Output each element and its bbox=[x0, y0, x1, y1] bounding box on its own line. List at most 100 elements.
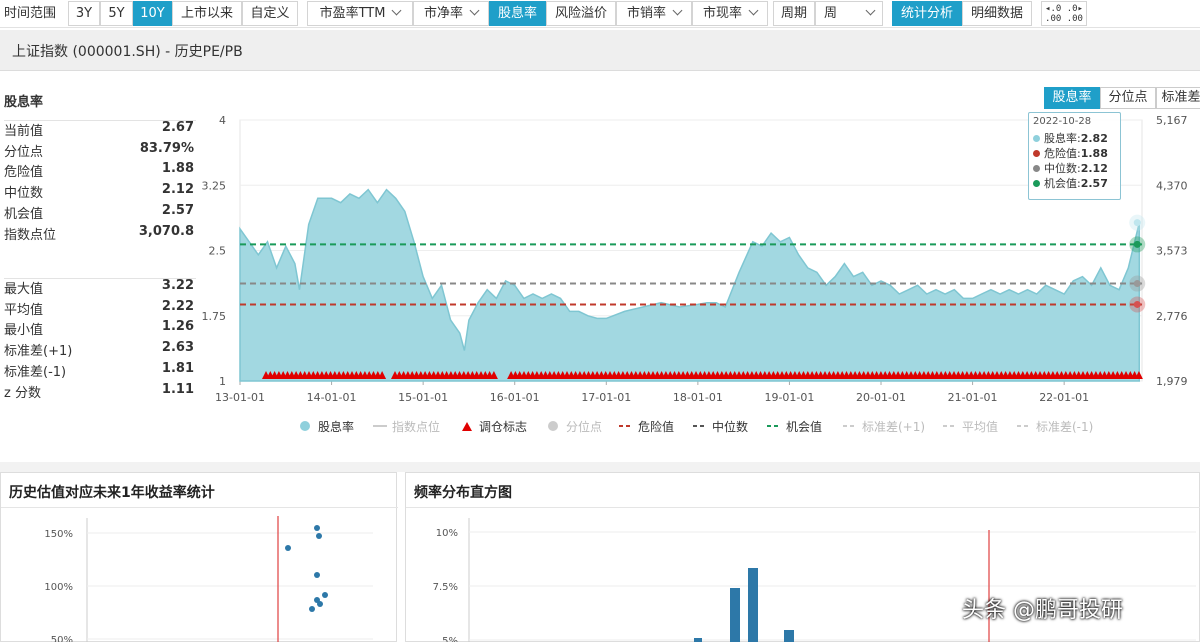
legend-label: 标准差(-1) bbox=[1036, 420, 1094, 434]
period-label: 周期 bbox=[773, 1, 815, 26]
y-right-tick-label: 1,979 bbox=[1156, 375, 1188, 388]
chart-tab-percentile[interactable]: 分位点 bbox=[1100, 87, 1156, 109]
legend-label: 标准差(+1) bbox=[862, 420, 926, 434]
tooltip-value: 2.82 bbox=[1080, 132, 1108, 145]
stat-value: 1.81 bbox=[161, 360, 194, 376]
stat-row: 平均值 2.22 bbox=[4, 299, 196, 319]
series-end-dot bbox=[1133, 219, 1141, 227]
legend-label: 指数点位 bbox=[392, 420, 441, 434]
scatter-point bbox=[285, 545, 291, 551]
stat-label: 平均值 bbox=[4, 302, 44, 318]
watermark-text: 头条 @鹏哥投研 bbox=[962, 598, 1123, 623]
tooltip-value: 2.12 bbox=[1080, 162, 1108, 175]
legend-symbol-icon bbox=[843, 425, 857, 427]
x-tick-label: 22-01-01 bbox=[1039, 391, 1089, 404]
stat-row: 当前值 2.67 bbox=[4, 120, 196, 140]
metric-pe-ttm-dropdown[interactable]: 市盈率TTM bbox=[307, 1, 413, 26]
stat-value: 1.88 bbox=[161, 161, 194, 177]
forward-return-title: 历史估值对应未来1年收益率统计 bbox=[9, 485, 215, 501]
legend-symbol-icon bbox=[1017, 425, 1031, 427]
legend-label: 危险值 bbox=[638, 420, 675, 434]
legend-item[interactable]: 机会值 bbox=[766, 417, 822, 437]
stat-row: 最小值 1.26 bbox=[4, 319, 196, 339]
divider bbox=[4, 278, 196, 279]
legend-symbol-icon bbox=[373, 425, 387, 427]
y-tick-label: 100% bbox=[44, 582, 73, 593]
metric-pcf-label: 市现率 bbox=[702, 6, 742, 21]
legend-item[interactable]: 分位点 bbox=[546, 417, 602, 437]
chart-tab-stddev[interactable]: 标准差 bbox=[1156, 87, 1200, 109]
period-value: 周 bbox=[824, 6, 838, 21]
legend-item[interactable]: 标准差(+1) bbox=[842, 417, 925, 437]
metric-pcf-dropdown[interactable]: 市现率 bbox=[692, 1, 768, 26]
x-tick-label: 20-01-01 bbox=[856, 391, 906, 404]
y-tick-label: 5% bbox=[442, 636, 458, 642]
range-3y-button[interactable]: 3Y bbox=[68, 1, 100, 26]
range-since-listing-button[interactable]: 上市以来 bbox=[172, 1, 242, 26]
legend-symbol-icon bbox=[300, 421, 310, 431]
stat-row: z 分数 1.11 bbox=[4, 382, 196, 402]
metric-dividend-yield-button[interactable]: 股息率 bbox=[489, 1, 546, 26]
x-tick-label: 15-01-01 bbox=[398, 391, 448, 404]
stat-label: 机会值 bbox=[4, 206, 44, 222]
metric-risk-premium-button[interactable]: 风险溢价 bbox=[546, 1, 616, 26]
legend-item[interactable]: 指数点位 bbox=[372, 417, 440, 437]
legend-symbol-icon bbox=[619, 425, 633, 427]
metric-pb-dropdown[interactable]: 市净率 bbox=[413, 1, 489, 26]
tooltip-date: 2022-10-28 bbox=[1033, 116, 1092, 127]
legend-label: 中位数 bbox=[712, 420, 749, 434]
legend-item[interactable]: 股息率 bbox=[298, 417, 354, 437]
stat-label: z 分数 bbox=[4, 385, 41, 401]
legend-dot bbox=[300, 421, 310, 431]
scatter-point bbox=[314, 525, 320, 531]
decimal-toggle-icon[interactable]: ◂.0 .0▸ .00 .00 bbox=[1041, 1, 1087, 26]
tooltip-key: 危险值: bbox=[1044, 147, 1081, 160]
stat-value: 2.67 bbox=[161, 120, 194, 135]
legend-item[interactable]: 平均值 bbox=[942, 417, 998, 437]
detail-data-button[interactable]: 明细数据 bbox=[962, 1, 1032, 26]
series-end-dot bbox=[1133, 300, 1141, 308]
chevron-down-icon bbox=[672, 5, 683, 16]
series-end-dot bbox=[1133, 280, 1141, 288]
range-10y-button[interactable]: 10Y bbox=[133, 1, 172, 26]
divider bbox=[406, 507, 1200, 508]
legend-item[interactable]: 危险值 bbox=[618, 417, 674, 437]
scatter-point bbox=[317, 601, 323, 607]
period-select[interactable]: 周 bbox=[815, 1, 883, 26]
tooltip-key: 机会值: bbox=[1044, 177, 1081, 190]
tooltip-key: 中位数: bbox=[1044, 162, 1081, 175]
page-title-bar: 上证指数 (000001.SH) - 历史PE/PB bbox=[0, 30, 1200, 71]
series-dot-icon bbox=[1033, 135, 1040, 142]
chevron-down-icon bbox=[391, 5, 402, 16]
legend-item[interactable]: 中位数 bbox=[692, 417, 748, 437]
stat-row: 最大值 3.22 bbox=[4, 278, 196, 298]
legend-item[interactable]: 标准差(-1) bbox=[1016, 417, 1093, 437]
x-tick-label: 18-01-01 bbox=[673, 391, 723, 404]
toolbar: 时间范围 3Y 5Y 10Y 上市以来 自定义 市盈率TTM 市净率 股息率 风… bbox=[0, 0, 1200, 28]
stat-label: 标准差(-1) bbox=[4, 364, 67, 380]
dividend-yield-area bbox=[239, 188, 1141, 382]
stat-row: 分位点 83.79% bbox=[4, 141, 196, 161]
dividend-yield-chart[interactable]: 4 5,167 3.25 4,370 2.5 3,573 1.75 2,776 1 1,979 13… bbox=[0, 108, 1200, 413]
legend-item[interactable]: 调仓标志 bbox=[459, 417, 527, 437]
tooltip-row: 股息率:2.82 bbox=[1033, 130, 1116, 145]
stats-analysis-button[interactable]: 统计分析 bbox=[892, 1, 962, 26]
chart-tab-dividend-yield[interactable]: 股息率 bbox=[1044, 87, 1100, 109]
y-left-tick-label: 3.25 bbox=[202, 179, 227, 192]
rebalance-marker bbox=[489, 371, 498, 379]
metric-ps-dropdown[interactable]: 市销率 bbox=[616, 1, 692, 26]
chart-legend: 股息率 指数点位 调仓标志 分位点 危险值 中位数 机会值 标准差(+1) 平均值 标准差(-1) bbox=[0, 417, 1200, 437]
x-tick-label: 16-01-01 bbox=[490, 391, 540, 404]
range-custom-button[interactable]: 自定义 bbox=[242, 1, 298, 26]
stat-row: 中位数 2.12 bbox=[4, 182, 196, 202]
metric-ps-label: 市销率 bbox=[626, 6, 666, 21]
y-left-tick-label: 2.5 bbox=[209, 245, 227, 258]
stat-row: 标准差(-1) 1.81 bbox=[4, 361, 196, 381]
x-tick-label: 21-01-01 bbox=[948, 391, 998, 404]
divider bbox=[4, 120, 196, 121]
stat-value: 3.22 bbox=[161, 278, 194, 293]
range-5y-button[interactable]: 5Y bbox=[100, 1, 133, 26]
stat-value: 2.22 bbox=[161, 298, 194, 314]
stat-label: 分位点 bbox=[4, 144, 44, 160]
forward-return-scatter: 150%100%50%2.67 bbox=[44, 508, 373, 642]
